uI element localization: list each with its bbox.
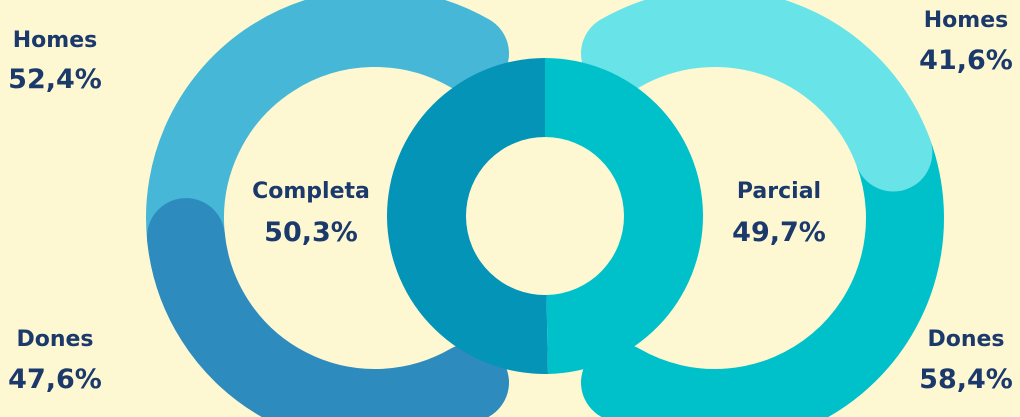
donut-slice-completa bbox=[387, 58, 548, 374]
left-dones-label: Dones bbox=[16, 327, 93, 352]
parcial-label: Parcial bbox=[737, 179, 821, 204]
right-arc-homes bbox=[581, 0, 933, 192]
left-homes-value: 52,4% bbox=[8, 64, 102, 95]
donut bbox=[387, 58, 704, 374]
left-arc bbox=[146, 0, 509, 417]
donut-slice-parcial bbox=[545, 58, 704, 374]
completa-label: Completa bbox=[252, 179, 370, 204]
right-dones-value: 58,4% bbox=[919, 364, 1013, 395]
right-dones-label: Dones bbox=[927, 327, 1004, 352]
right-arc-dones bbox=[581, 113, 944, 417]
left-arc-dones bbox=[146, 198, 509, 417]
left-arc-homes bbox=[146, 0, 509, 277]
right-homes-value: 41,6% bbox=[919, 45, 1013, 76]
right-arc bbox=[581, 0, 944, 417]
left-homes-label: Homes bbox=[13, 28, 97, 53]
left-dones-value: 47,6% bbox=[8, 364, 102, 395]
right-homes-label: Homes bbox=[924, 8, 1008, 33]
completa-value: 50,3% bbox=[264, 217, 358, 248]
parcial-value: 49,7% bbox=[732, 217, 826, 248]
